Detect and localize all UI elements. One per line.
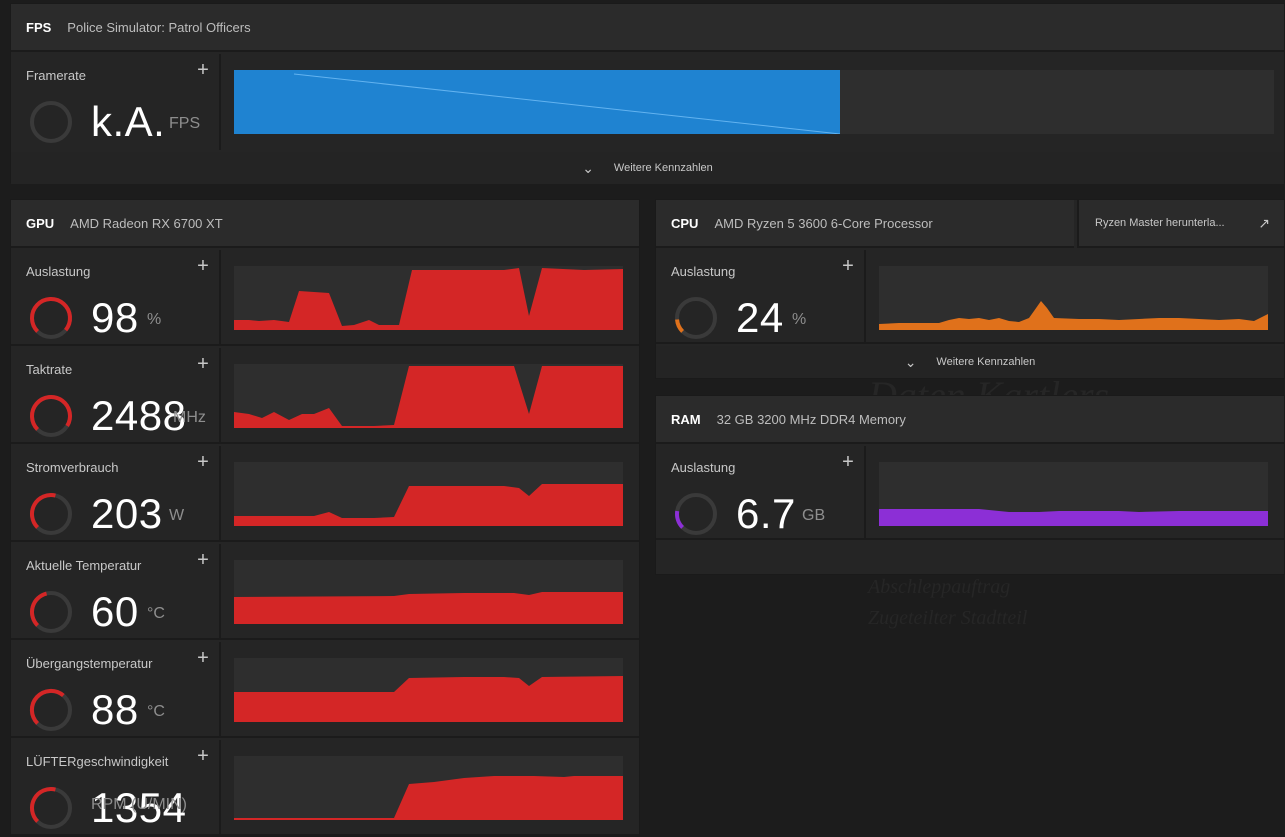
cpu-more-metrics-button[interactable]: ⌄ Weitere Kennzahlen — [656, 346, 1284, 378]
ram-metric-label: Auslastung — [671, 460, 736, 475]
gpu-clock-gauge — [30, 395, 72, 437]
cpu-panel: CPU AMD Ryzen 5 3600 6-Core Processor Ry… — [655, 199, 1285, 379]
gpu-usage-gauge — [30, 297, 72, 339]
cpu-metric-label: Auslastung — [671, 264, 736, 279]
gpu-metric-value: 88 — [91, 686, 139, 733]
plus-icon[interactable]: + — [197, 353, 209, 375]
ram-usage-row: Auslastung + 6.7 GB — [656, 446, 1284, 540]
gpu-metric-unit: RPM (U/MIN) — [91, 796, 187, 813]
background-game-text-3: Zugeteilter Stadtteil — [868, 607, 1028, 629]
ryzen-master-link[interactable]: Ryzen Master herunterla... ↗ — [1077, 200, 1284, 248]
ram-panel: RAM 32 GB 3200 MHz DDR4 Memory Auslastun… — [655, 395, 1285, 575]
fps-framerate-row: Framerate + k.A. FPS — [11, 54, 1284, 150]
ryzen-master-label: Ryzen Master herunterla... — [1095, 217, 1225, 229]
gpu-metric-unit: °C — [147, 703, 165, 720]
gpu-metric-unit: MHz — [173, 409, 206, 426]
gpu-usage-row: Auslastung + 98 % — [11, 250, 639, 346]
gpu-metric-value: 98 — [91, 294, 139, 341]
gpu-metric-label: Übergangstemperatur — [26, 656, 153, 671]
cpu-chart — [879, 266, 1268, 330]
cpu-metric-value: 24 — [736, 294, 784, 341]
cpu-key: CPU — [671, 215, 699, 231]
fps-key: FPS — [26, 19, 52, 35]
gpu-clock-row: Taktrate + 2488 MHz — [11, 348, 639, 444]
gpu-temp-row: Aktuelle Temperatur + 60 °C — [11, 544, 639, 640]
gpu-metric-label: Taktrate — [26, 362, 73, 377]
cpu-header: CPU AMD Ryzen 5 3600 6-Core Processor — [656, 200, 1074, 248]
plus-icon[interactable]: + — [197, 59, 209, 81]
gpu-metric-chart — [234, 364, 623, 428]
cpu-name: AMD Ryzen 5 3600 6-Core Processor — [714, 215, 933, 231]
gpu-metric-unit: % — [147, 311, 162, 328]
gpu-header: GPU AMD Radeon RX 6700 XT — [11, 200, 639, 248]
external-link-icon: ↗ — [1258, 214, 1270, 231]
gpu-metric-unit: W — [169, 507, 185, 524]
gpu-metric-value: 2488 — [91, 392, 187, 439]
gpu-junction-row: Übergangstemperatur + 88 °C — [11, 642, 639, 738]
gpu-metric-label: LÜFTERgeschwindigkeit — [26, 754, 169, 769]
gpu-metric-value: 203 — [91, 490, 163, 537]
gpu-panel: GPU AMD Radeon RX 6700 XT Auslastung + 9… — [10, 199, 640, 837]
plus-icon[interactable]: + — [197, 549, 209, 571]
ram-metric-value: 6.7 — [736, 490, 796, 537]
plus-icon[interactable]: + — [197, 451, 209, 473]
fps-gauge — [30, 101, 72, 143]
gpu-metric-chart — [234, 658, 623, 722]
plus-icon[interactable]: + — [197, 745, 209, 767]
gpu-metric-label: Auslastung — [26, 264, 91, 279]
fps-more-metrics-button[interactable]: ⌄ Weitere Kennzahlen — [11, 152, 1284, 184]
gpu-metric-chart — [234, 462, 623, 526]
gpu-metric-chart — [234, 560, 623, 624]
chevron-down-icon: ⌄ — [582, 159, 594, 176]
fps-metric-value: k.A. — [91, 98, 166, 145]
plus-icon[interactable]: + — [197, 647, 209, 669]
cpu-gauge — [675, 297, 717, 339]
gpu-metric-value: 1354 — [91, 784, 187, 831]
gpu-power-row: Stromverbrauch + 203 W — [11, 446, 639, 542]
fps-metric-label: Framerate — [26, 68, 86, 83]
gpu-fan-gauge — [30, 787, 72, 829]
gpu-metric-value: 60 — [91, 588, 139, 635]
ram-key: RAM — [671, 411, 701, 427]
ram-metric-unit: GB — [802, 507, 826, 524]
gpu-name: AMD Radeon RX 6700 XT — [70, 215, 223, 231]
gpu-junction-gauge — [29, 688, 72, 731]
gpu-temp-gauge — [30, 591, 72, 633]
cpu-more-label: Weitere Kennzahlen — [936, 356, 1036, 368]
cpu-metric-unit: % — [792, 311, 807, 328]
gpu-metric-unit: °C — [147, 605, 165, 622]
fps-panel: FPS Police Simulator: Patrol Officers Fr… — [10, 3, 1285, 184]
ram-chart — [879, 462, 1268, 526]
fps-chart — [234, 70, 1274, 134]
fps-header: FPS Police Simulator: Patrol Officers — [11, 4, 1284, 52]
ram-header: RAM 32 GB 3200 MHz DDR4 Memory — [656, 396, 1284, 444]
plus-icon[interactable]: + — [197, 255, 209, 277]
gpu-metric-chart — [234, 266, 623, 330]
fps-game-name: Police Simulator: Patrol Officers — [67, 19, 251, 35]
gpu-fan-row: LÜFTERgeschwindigkeit + 1354 RPM (U/MIN) — [11, 740, 639, 836]
ram-gauge — [675, 493, 717, 535]
gpu-metric-label: Stromverbrauch — [26, 460, 119, 475]
background-game-text-2: Abschleppauftrag — [868, 576, 1011, 598]
gpu-power-gauge — [30, 493, 72, 535]
gpu-metric-chart — [234, 756, 623, 820]
gpu-key: GPU — [26, 215, 55, 231]
fps-metric-unit: FPS — [169, 115, 201, 132]
chevron-down-icon: ⌄ — [904, 353, 917, 370]
plus-icon[interactable]: + — [842, 255, 854, 277]
fps-more-label: Weitere Kennzahlen — [613, 162, 713, 174]
plus-icon[interactable]: + — [842, 451, 854, 473]
cpu-usage-row: Auslastung + 24 % — [656, 250, 1284, 344]
gpu-metric-label: Aktuelle Temperatur — [26, 558, 142, 573]
ram-name: 32 GB 3200 MHz DDR4 Memory — [716, 411, 906, 427]
